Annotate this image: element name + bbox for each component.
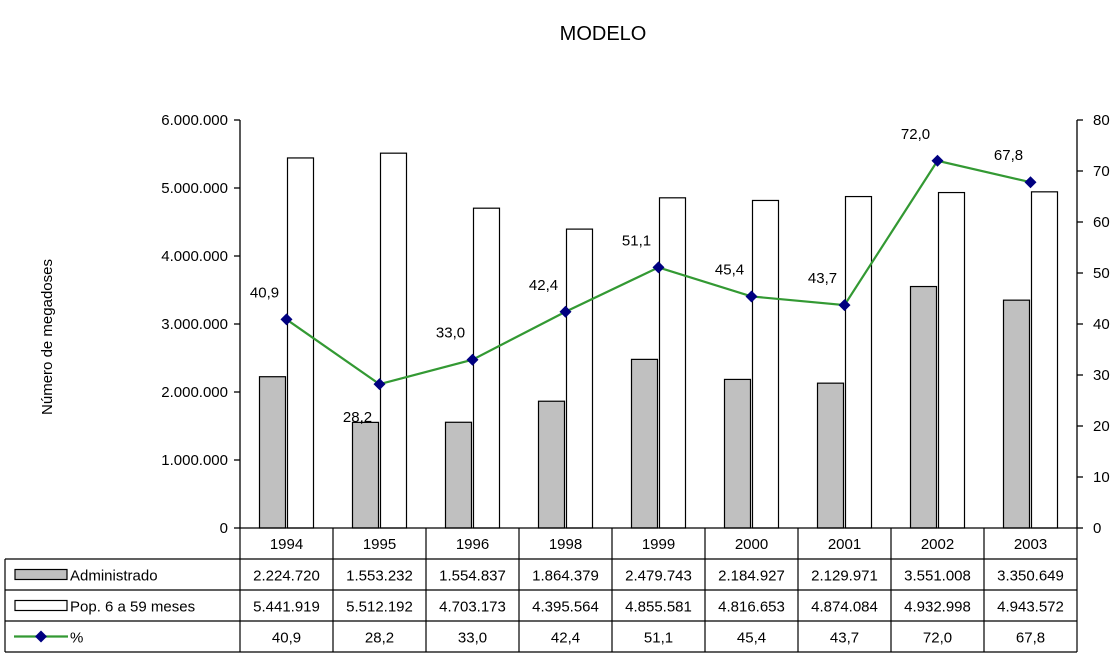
data-label: 72,0 bbox=[901, 126, 930, 143]
y-tick-label: 0 bbox=[220, 520, 228, 537]
x-tick-label: 1994 bbox=[270, 536, 303, 553]
bar-pop-6-59 bbox=[1030, 191, 1059, 529]
bar-pop-6-59 bbox=[937, 191, 966, 529]
chart-title: MODELO bbox=[560, 23, 647, 45]
data-label: 42,4 bbox=[529, 277, 558, 294]
line-point bbox=[745, 290, 758, 303]
table-cell: 2.184.927 bbox=[718, 568, 785, 585]
table-cell: 72,0 bbox=[923, 630, 952, 647]
bar-administrado bbox=[351, 421, 380, 529]
data-label: 51,1 bbox=[622, 232, 651, 249]
x-tick-label: 2000 bbox=[735, 536, 768, 553]
line-point bbox=[652, 261, 665, 274]
y2-tick-label: 70 bbox=[1093, 163, 1110, 180]
bar-administrado bbox=[909, 285, 938, 529]
x-tick-label: 1998 bbox=[549, 536, 582, 553]
bar-administrado bbox=[444, 421, 473, 529]
table-cell: 2.224.720 bbox=[253, 568, 320, 585]
line-point bbox=[838, 299, 851, 312]
table-cell: 67,8 bbox=[1016, 630, 1045, 647]
table-cell: 4.395.564 bbox=[532, 599, 599, 616]
table-cell: 3.350.649 bbox=[997, 568, 1064, 585]
table-cell: 4.703.173 bbox=[439, 599, 506, 616]
table-cell: 45,4 bbox=[737, 630, 766, 647]
y-tick-label: 2.000.000 bbox=[161, 384, 228, 401]
y-tick-label: 6.000.000 bbox=[161, 112, 228, 129]
table-cell: 5.441.919 bbox=[253, 599, 320, 616]
data-label: 33,0 bbox=[436, 325, 465, 342]
data-table: 1994 1995 1996 1998 1999 2000 2001 2002 2003 Admi… bbox=[4, 527, 1078, 653]
table-cell: 42,4 bbox=[551, 630, 580, 647]
table-cell: 5.512.192 bbox=[346, 599, 413, 616]
table-cell: 1.553.232 bbox=[346, 568, 413, 585]
table-cell: 51,1 bbox=[644, 630, 673, 647]
table-cell: 2.129.971 bbox=[811, 568, 878, 585]
legend-label: Administrado bbox=[70, 568, 158, 585]
y2-tick-label: 20 bbox=[1093, 418, 1110, 435]
table-cell: 28,2 bbox=[365, 630, 394, 647]
legend-marker bbox=[35, 630, 47, 643]
y2-tick-label: 0 bbox=[1093, 520, 1101, 537]
bar-administrado bbox=[630, 358, 659, 529]
y2-tick-label: 60 bbox=[1093, 214, 1110, 231]
line-point bbox=[466, 353, 479, 366]
table-cell: 1.554.837 bbox=[439, 568, 506, 585]
bar-pop-6-59 bbox=[844, 195, 873, 529]
table-cell: 4.816.653 bbox=[718, 599, 785, 616]
y2-tick-label: 30 bbox=[1093, 367, 1110, 384]
y-tick-label: 4.000.000 bbox=[161, 248, 228, 265]
line-point bbox=[559, 305, 572, 318]
data-label: 43,7 bbox=[808, 270, 837, 287]
table-cell: 3.551.008 bbox=[904, 568, 971, 585]
data-label: 40,9 bbox=[250, 284, 279, 301]
x-tick-label: 1995 bbox=[363, 536, 396, 553]
y2-tick-label: 80 bbox=[1093, 112, 1110, 129]
table-cell: 4.874.084 bbox=[811, 599, 878, 616]
data-label: 28,2 bbox=[343, 409, 372, 426]
bar-pop-6-59 bbox=[751, 199, 780, 529]
data-label: 45,4 bbox=[715, 261, 744, 278]
table-cell: 4.932.998 bbox=[904, 599, 971, 616]
legend-label: Pop. 6 a 59 meses bbox=[70, 599, 195, 616]
bar-pop-6-59 bbox=[472, 207, 501, 529]
y-tick-label: 1.000.000 bbox=[161, 452, 228, 469]
x-tick-label: 2003 bbox=[1014, 536, 1047, 553]
y2-tick-label: 50 bbox=[1093, 265, 1110, 282]
table-cell: 1.864.379 bbox=[532, 568, 599, 585]
legend-label: % bbox=[70, 630, 83, 647]
y2-tick-label: 10 bbox=[1093, 469, 1110, 486]
line-point bbox=[280, 313, 293, 326]
bar-administrado bbox=[258, 376, 287, 529]
bar-administrado bbox=[723, 378, 752, 529]
x-tick-label: 1996 bbox=[456, 536, 489, 553]
bar-pop-6-59 bbox=[658, 197, 687, 529]
data-label: 67,8 bbox=[994, 147, 1023, 164]
x-tick-label: 2001 bbox=[828, 536, 861, 553]
y2-tick-label: 40 bbox=[1093, 316, 1110, 333]
bar-administrado bbox=[816, 382, 845, 529]
table-cell: 43,7 bbox=[830, 630, 859, 647]
bar-pop-6-59 bbox=[286, 157, 315, 529]
bar-pop-6-59 bbox=[565, 228, 594, 529]
x-tick-label: 1999 bbox=[642, 536, 675, 553]
y-axis-label: Número de megadoses bbox=[39, 259, 56, 415]
line-point bbox=[1024, 176, 1037, 189]
plot-area: 0 1.000.000 2.000.000 3.000.000 4.000.000 5.0… bbox=[161, 112, 1109, 537]
legend-swatch bbox=[14, 599, 68, 612]
line-point bbox=[931, 154, 944, 167]
bar-administrado bbox=[1002, 299, 1031, 529]
table-cell: 40,9 bbox=[272, 630, 301, 647]
table-cell: 2.479.743 bbox=[625, 568, 692, 585]
bar-pop-6-59 bbox=[379, 152, 408, 529]
x-tick-label: 2002 bbox=[921, 536, 954, 553]
table-cell: 4.855.581 bbox=[625, 599, 692, 616]
line-point bbox=[373, 378, 386, 391]
y-tick-label: 5.000.000 bbox=[161, 180, 228, 197]
table-cell: 4.943.572 bbox=[997, 599, 1064, 616]
legend-swatch bbox=[14, 568, 68, 581]
bar-administrado bbox=[537, 400, 566, 529]
y-tick-label: 3.000.000 bbox=[161, 316, 228, 333]
table-cell: 33,0 bbox=[458, 630, 487, 647]
